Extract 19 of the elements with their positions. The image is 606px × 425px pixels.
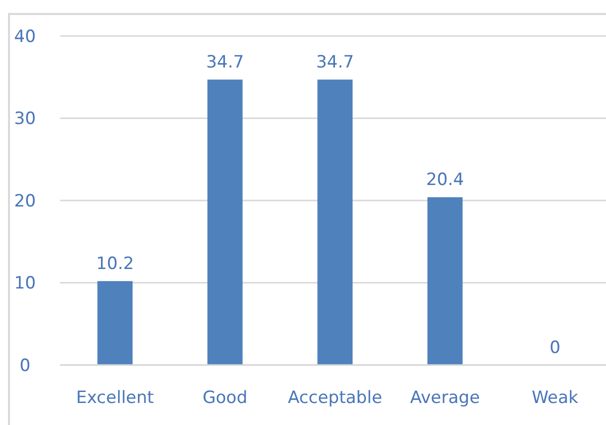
data-label: 20.4: [426, 170, 464, 190]
data-label: 34.7: [206, 52, 244, 73]
y-tick-label: 40: [14, 26, 36, 47]
x-tick-label: Weak: [532, 388, 578, 408]
bar: [97, 281, 133, 365]
x-tick-label: Excellent: [76, 388, 154, 408]
bar: [207, 80, 243, 365]
y-tick-label: 30: [14, 109, 36, 130]
y-tick-label: 0: [20, 356, 30, 376]
data-label: 34.7: [316, 52, 354, 73]
x-tick-label: Average: [410, 388, 480, 408]
x-tick-label: Good: [202, 388, 248, 408]
y-tick-label: 10: [14, 274, 36, 294]
data-label: 0: [550, 338, 560, 358]
bar: [427, 197, 463, 365]
bar: [317, 80, 353, 365]
data-label: 10.2: [96, 254, 134, 274]
x-tick-label: Acceptable: [288, 388, 382, 408]
y-tick-label: 20: [14, 191, 36, 212]
